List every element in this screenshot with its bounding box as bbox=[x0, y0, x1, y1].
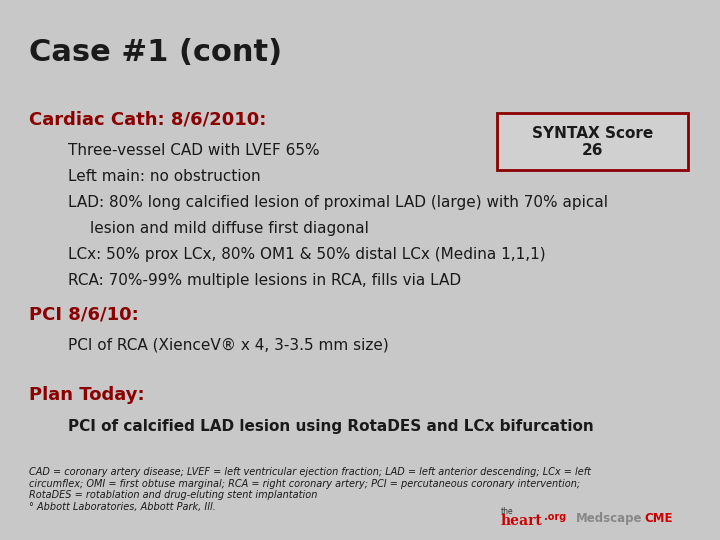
FancyBboxPatch shape bbox=[497, 113, 688, 170]
Text: SYNTAX Score
26: SYNTAX Score 26 bbox=[531, 126, 653, 158]
Text: Cardiac Cath: 8/6/2010:: Cardiac Cath: 8/6/2010: bbox=[29, 111, 266, 129]
Text: the: the bbox=[500, 507, 513, 516]
Text: CME: CME bbox=[644, 512, 673, 525]
Text: Medscape: Medscape bbox=[576, 512, 642, 525]
Text: .org: .org bbox=[544, 512, 566, 522]
Text: CAD = coronary artery disease; LVEF = left ventricular ejection fraction; LAD = : CAD = coronary artery disease; LVEF = le… bbox=[29, 467, 591, 512]
Text: Plan Today:: Plan Today: bbox=[29, 386, 145, 404]
Text: LAD: 80% long calcified lesion of proximal LAD (large) with 70% apical: LAD: 80% long calcified lesion of proxim… bbox=[68, 195, 608, 210]
Text: Left main: no obstruction: Left main: no obstruction bbox=[68, 169, 261, 184]
Text: LCx: 50% prox LCx, 80% OM1 & 50% distal LCx (Medina 1,1,1): LCx: 50% prox LCx, 80% OM1 & 50% distal … bbox=[68, 247, 546, 262]
Text: RCA: 70%-99% multiple lesions in RCA, fills via LAD: RCA: 70%-99% multiple lesions in RCA, fi… bbox=[68, 273, 462, 288]
Text: PCI of calcified LAD lesion using RotaDES and LCx bifurcation: PCI of calcified LAD lesion using RotaDE… bbox=[68, 418, 594, 434]
Text: PCI of RCA (XienceV® x 4, 3-3.5 mm size): PCI of RCA (XienceV® x 4, 3-3.5 mm size) bbox=[68, 338, 389, 353]
Text: lesion and mild diffuse first diagonal: lesion and mild diffuse first diagonal bbox=[90, 221, 369, 236]
Text: Three-vessel CAD with LVEF 65%: Three-vessel CAD with LVEF 65% bbox=[68, 143, 320, 158]
Text: Case #1 (cont): Case #1 (cont) bbox=[29, 38, 282, 67]
Text: heart: heart bbox=[500, 514, 542, 528]
Text: PCI 8/6/10:: PCI 8/6/10: bbox=[29, 305, 138, 323]
